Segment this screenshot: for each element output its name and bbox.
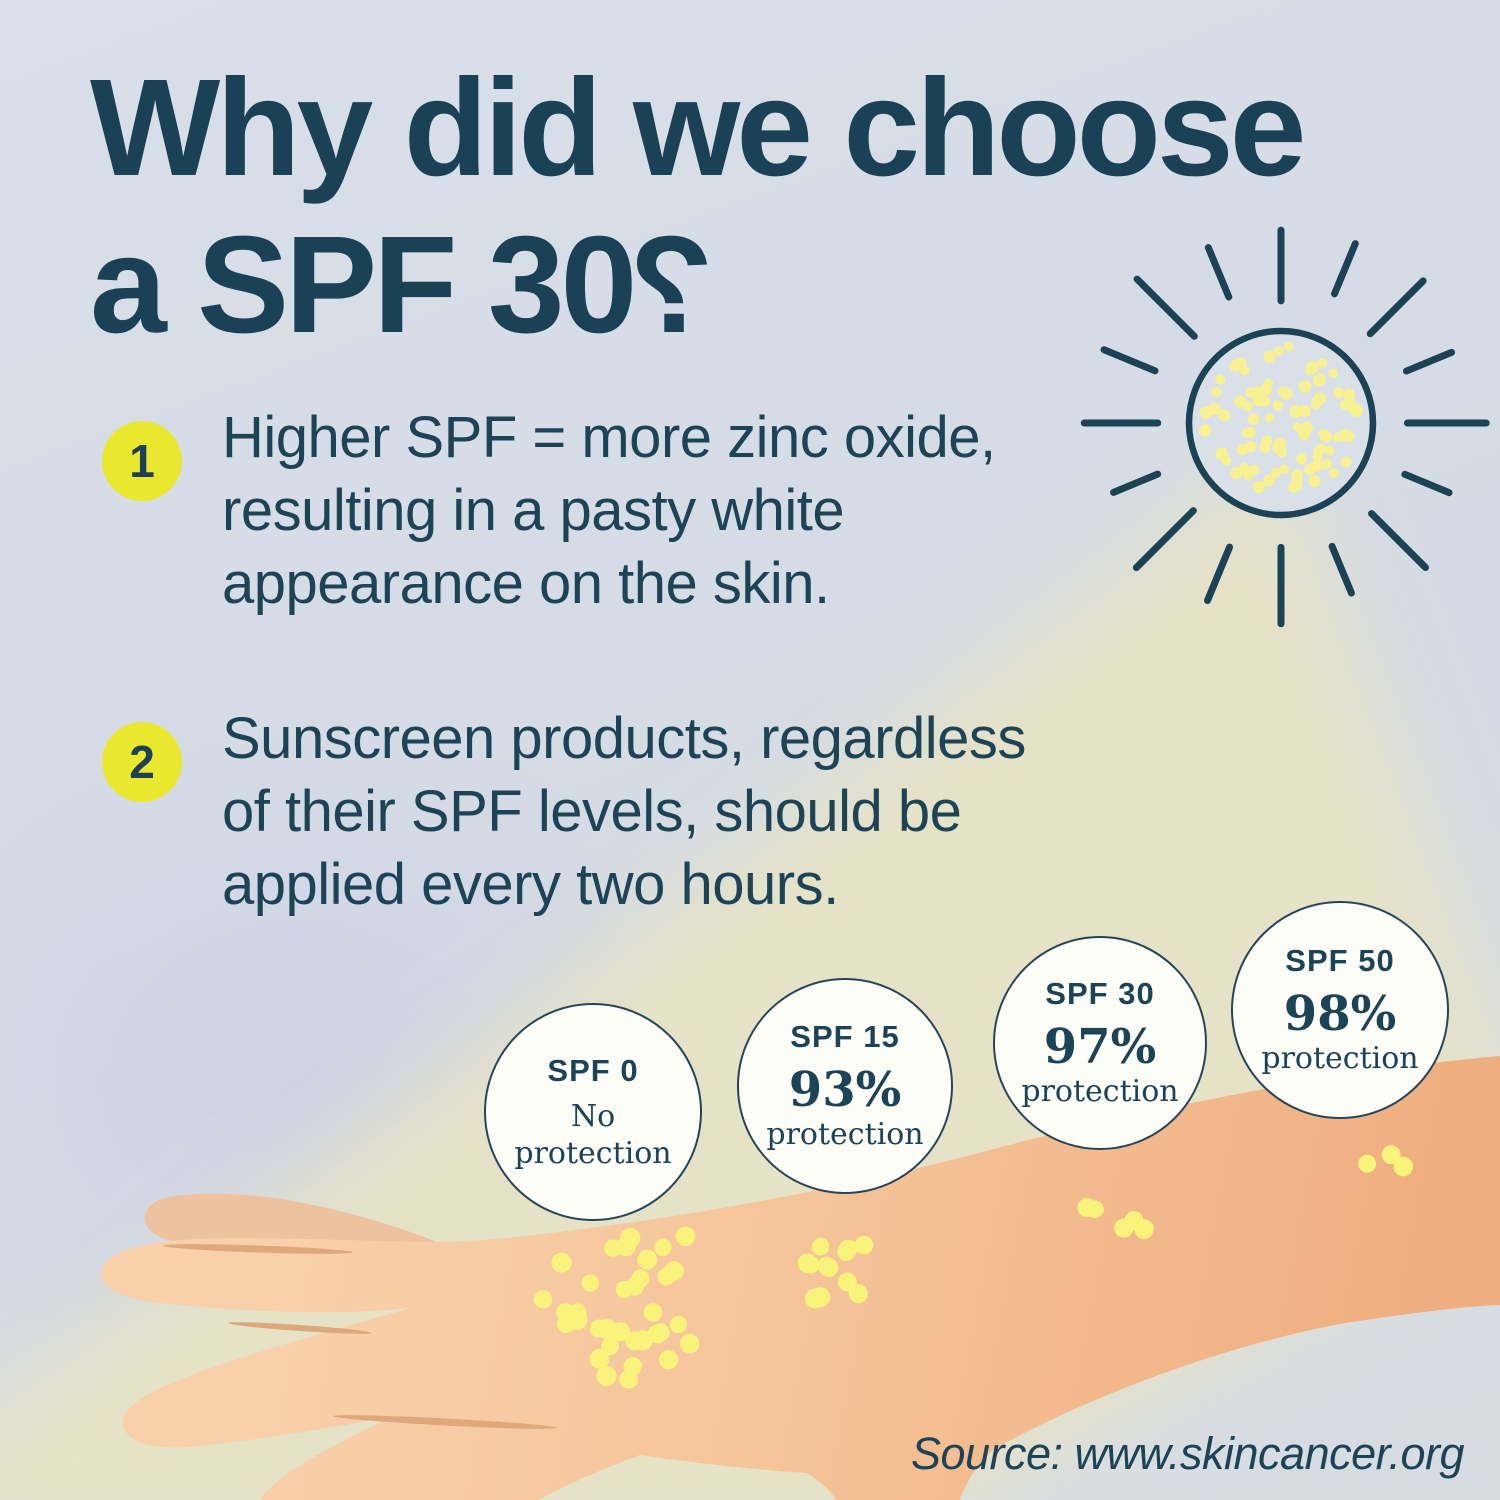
spf-15-percent: 93% [788, 1062, 902, 1118]
point-2-text: Sunscreen products, regardless of their … [222, 702, 1202, 921]
spf-50-protection: protection [1261, 1041, 1419, 1076]
spf-0-circle: SPF 0 No protection [484, 1003, 702, 1221]
spf-50-label: SPF 50 [1285, 943, 1395, 978]
spf-50-circle: SPF 50 98% protection [1231, 901, 1449, 1119]
point-2-number: 2 [129, 736, 155, 788]
point-1-badge: 1 [102, 421, 182, 501]
mirrored-question-mark: ? [633, 208, 714, 362]
sun-icon [1080, 226, 1490, 628]
point-1-text: Higher SPF = more zinc oxide, resulting … [222, 401, 1202, 620]
spf-30-label: SPF 30 [1045, 976, 1155, 1011]
spf-0-label: SPF 0 [547, 1052, 639, 1088]
point-2-badge: 2 [102, 722, 182, 802]
sun-rays [1080, 226, 1490, 628]
sun-zinc-dots [1198, 341, 1363, 494]
point-1-line: Higher SPF = more zinc oxide, [222, 405, 996, 470]
finger-creases [163, 1244, 557, 1429]
spf-0-protection: No protection [514, 1098, 672, 1171]
page-title: Why did we choose a SPF 30? [90, 50, 1306, 364]
spf-50-percent: 98% [1283, 986, 1397, 1042]
source-text: Source: www.skincancer.org [910, 1428, 1465, 1479]
point-1-line: appearance on the skin. [222, 551, 830, 616]
spf-15-protection: protection [766, 1117, 924, 1152]
point-2-line: applied every two hours. [222, 852, 839, 917]
sun-disc [1185, 327, 1377, 519]
title-line-2: a SPF 30? [90, 208, 714, 362]
back-finger [144, 1193, 473, 1262]
spf-15-circle: SPF 15 93% protection [737, 978, 953, 1194]
point-2-line: Sunscreen products, regardless [222, 706, 1026, 771]
spf-30-circle: SPF 30 97% protection [993, 936, 1207, 1150]
spf-15-label: SPF 15 [790, 1019, 900, 1054]
title-line-1: Why did we choose [90, 51, 1306, 205]
point-1-line: resulting in a pasty white [222, 478, 845, 543]
spf-30-protection: protection [1021, 1074, 1179, 1109]
spf-30-percent: 97% [1043, 1019, 1157, 1075]
point-1-number: 1 [129, 435, 155, 487]
point-2-line: of their SPF levels, should be [222, 779, 962, 844]
